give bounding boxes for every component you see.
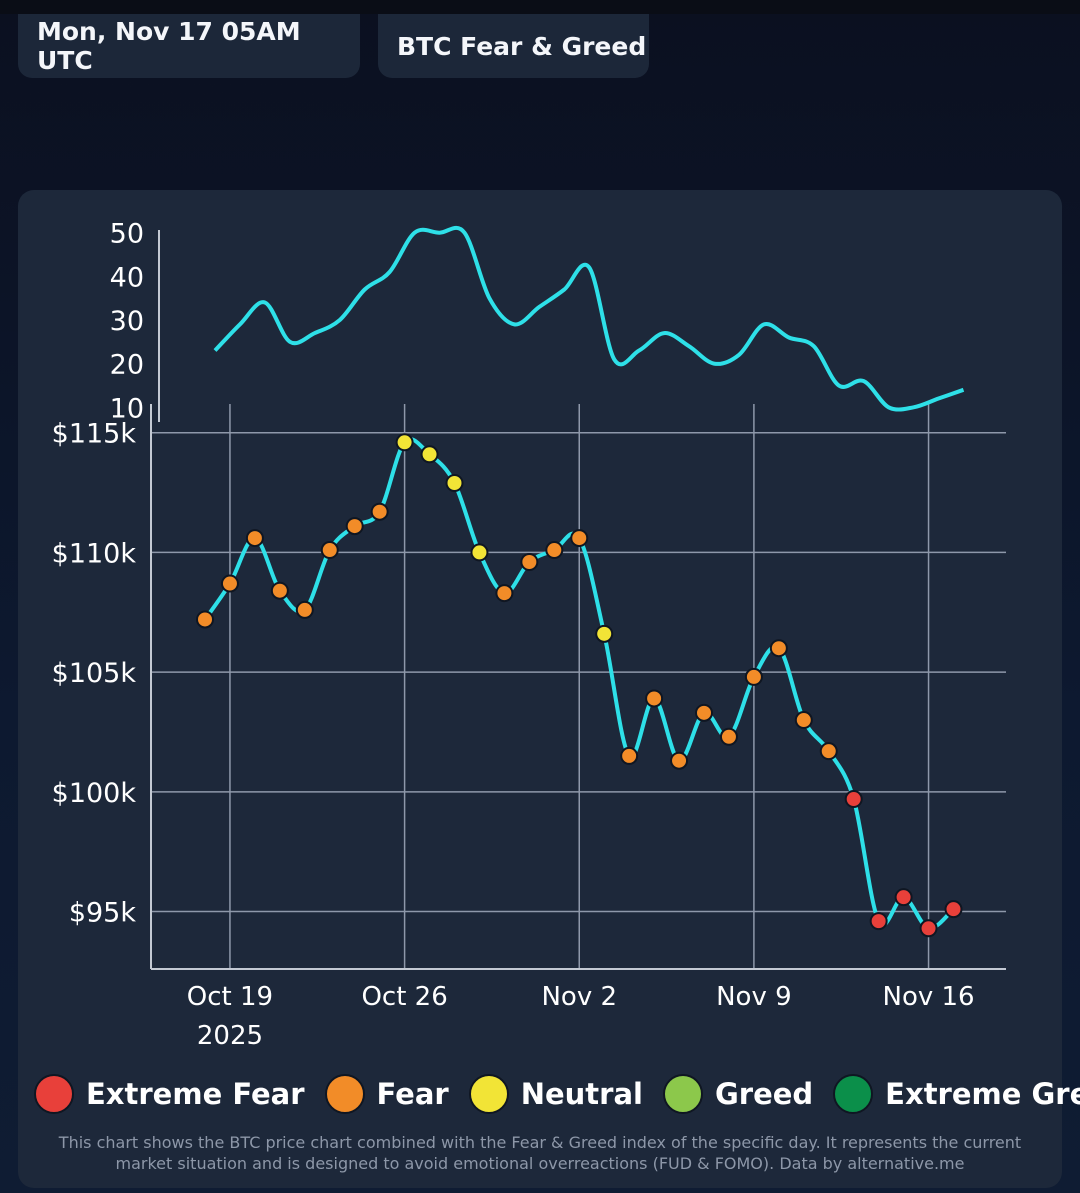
price-point	[794, 711, 813, 730]
legend-label: Extreme Greed	[885, 1077, 1080, 1111]
legend-item-extreme-fear[interactable]: Extreme Fear	[34, 1074, 305, 1114]
price-point	[670, 751, 689, 770]
price-point	[470, 543, 489, 562]
price-tick-label: $105k	[52, 658, 137, 689]
price-point	[595, 624, 614, 643]
price-tick-label: $115k	[52, 419, 137, 450]
price-point	[345, 517, 364, 536]
date-chip[interactable]: Mon, Nov 17 05AM UTC	[18, 14, 360, 78]
extreme-fear-dot-icon	[34, 1074, 74, 1114]
price-point	[919, 919, 938, 938]
price-point	[445, 474, 464, 493]
date-tick-label: Nov 2	[541, 982, 617, 1012]
fg-tick-label: 20	[110, 350, 144, 381]
fear-greed-line	[213, 225, 965, 412]
legend: Extreme Fear Fear Neutral Greed Extreme …	[34, 1070, 1080, 1118]
price-point	[744, 667, 763, 686]
price-point	[645, 689, 664, 708]
price-point	[819, 742, 838, 761]
price-point	[395, 433, 414, 452]
legend-label: Fear	[376, 1077, 449, 1111]
title-chip[interactable]: BTC Fear & Greed	[378, 14, 649, 78]
extreme-greed-dot-icon	[833, 1074, 874, 1114]
price-point	[844, 790, 863, 809]
year-tick-label: 2025	[197, 1021, 263, 1051]
price-point	[270, 581, 289, 600]
price-point	[944, 900, 963, 919]
legend-item-greed[interactable]: Greed	[662, 1074, 814, 1114]
price-point	[196, 610, 214, 629]
chart-footnote: This chart shows the BTC price chart com…	[58, 1133, 1022, 1173]
price-tick-label: $100k	[52, 778, 137, 809]
date-tick-label: Oct 26	[361, 982, 447, 1012]
legend-label: Greed	[714, 1077, 814, 1111]
fg-tick-label: 50	[110, 219, 144, 250]
date-tick-label: Oct 19	[187, 982, 273, 1012]
chart-card: $95k $100k $105k $110k $115k Oct 19 Oct 26 Nov …	[18, 190, 1062, 1188]
price-point	[894, 888, 913, 907]
fg-tick-label: 10	[110, 393, 144, 424]
price-point	[570, 529, 589, 548]
price-point	[545, 541, 564, 560]
fg-tick-label: 40	[110, 262, 144, 293]
greed-dot-icon	[662, 1074, 703, 1114]
neutral-dot-icon	[468, 1074, 509, 1114]
price-point	[495, 584, 514, 603]
price-point	[695, 703, 713, 722]
fg-tick-label: 30	[110, 306, 144, 337]
price-point	[295, 600, 314, 619]
legend-item-neutral[interactable]: Neutral	[468, 1074, 643, 1114]
price-point	[769, 639, 788, 658]
date-label: Mon, Nov 17 05AM UTC	[37, 17, 301, 75]
date-tick-label: Nov 16	[883, 982, 975, 1012]
legend-item-extreme-greed[interactable]: Extreme Greed	[833, 1074, 1080, 1114]
price-point	[620, 746, 639, 765]
price-point	[220, 574, 239, 593]
fear-dot-icon	[324, 1074, 365, 1114]
price-point	[245, 529, 264, 548]
legend-label: Extreme Fear	[86, 1077, 305, 1111]
top-bar	[0, 0, 1080, 14]
price-tick-label: $95k	[69, 898, 137, 929]
legend-item-fear[interactable]: Fear	[324, 1074, 449, 1114]
chart-svg: $95k $100k $105k $110k $115k Oct 19 Oct 26 Nov …	[52, 219, 1006, 1051]
legend-label: Neutral	[520, 1077, 643, 1111]
price-tick-label: $110k	[52, 538, 137, 569]
price-point	[370, 502, 389, 521]
date-tick-label: Nov 9	[716, 982, 792, 1012]
price-point	[869, 912, 888, 931]
price-point	[320, 541, 339, 560]
chart-title-label: BTC Fear & Greed	[397, 31, 647, 61]
price-point	[420, 445, 439, 464]
price-point	[719, 727, 738, 746]
price-point	[520, 553, 539, 572]
